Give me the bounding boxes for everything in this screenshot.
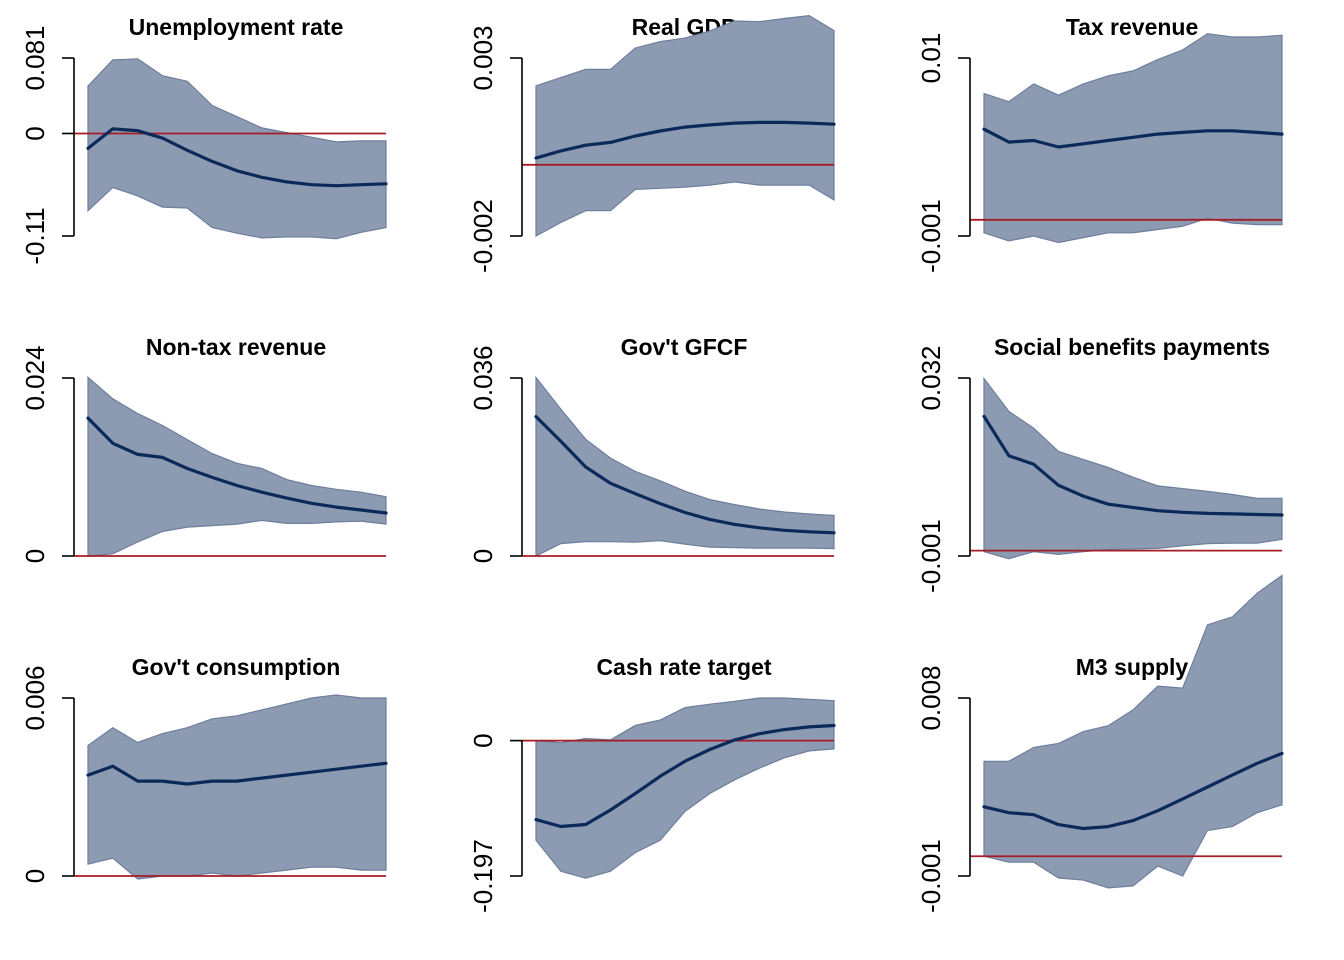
y-tick-label: 0.081 [20, 25, 50, 90]
confidence-band [535, 697, 835, 879]
panel-non-tax-revenue: Non-tax revenue 0 0.024 [20, 334, 388, 563]
impulse-response-line [982, 414, 1284, 517]
y-tick-label: 0.008 [916, 665, 946, 730]
y-tick-label: 0 [20, 549, 50, 563]
panel-social-benefits-payments: Social benefits payments -0.001 0.032 [916, 334, 1284, 593]
panel-title: Cash rate target [596, 654, 771, 680]
panel-gov-t-gfcf: Gov't GFCF 0 0.036 [468, 334, 836, 563]
confidence-band [535, 375, 835, 557]
impulse-response-line [86, 416, 388, 515]
panel-unemployment-rate: Unemployment rate -0.11 0 0.081 [20, 14, 388, 265]
impulse-response-line [982, 751, 1284, 831]
confidence-band [983, 574, 1283, 889]
y-tick-label: 0.003 [468, 25, 498, 90]
impulse-response-line [982, 127, 1284, 149]
confidence-band [87, 694, 387, 880]
confidence-band [87, 58, 387, 240]
panel-title: M3 supply [1076, 654, 1189, 680]
y-tick-label: -0.001 [916, 519, 946, 593]
impulse-response-line [86, 127, 388, 188]
y-tick-label: -0.002 [468, 199, 498, 273]
panel-title: Gov't GFCF [621, 334, 748, 360]
panel-title: Gov't consumption [132, 654, 341, 680]
y-tick-label: -0.001 [916, 839, 946, 913]
y-tick-label: 0 [20, 869, 50, 883]
impulse-response-line [86, 761, 388, 786]
impulse-response-line [534, 120, 836, 160]
panel-cash-rate-target: Cash rate target -0.197 0 [468, 654, 836, 913]
y-tick-label: 0.024 [20, 345, 50, 410]
panel-title: Tax revenue [1066, 14, 1199, 40]
panel-title: Non-tax revenue [146, 334, 326, 360]
panel-gov-t-consumption: Gov't consumption 0 0.006 [20, 654, 388, 883]
y-tick-label: 0 [468, 733, 498, 747]
y-tick-label: 0.032 [916, 345, 946, 410]
panel-m3-supply: M3 supply -0.001 0.008 [916, 574, 1284, 913]
y-tick-label: -0.11 [20, 207, 50, 264]
panel-tax-revenue: Tax revenue -0.001 0.01 [916, 14, 1284, 273]
y-tick-label: 0 [468, 549, 498, 563]
impulse-response-line [534, 415, 836, 535]
y-tick-label: -0.197 [468, 839, 498, 913]
y-tick-label: 0.006 [20, 665, 50, 730]
confidence-band [983, 376, 1283, 560]
y-tick-label: 0.01 [916, 33, 946, 84]
panel-title: Social benefits payments [994, 334, 1270, 360]
panel-title: Unemployment rate [129, 14, 344, 40]
impulse-response-line [534, 723, 836, 829]
y-tick-label: 0 [20, 126, 50, 140]
confidence-band [87, 375, 387, 557]
y-tick-label: -0.001 [916, 199, 946, 273]
y-tick-label: 0.036 [468, 345, 498, 410]
